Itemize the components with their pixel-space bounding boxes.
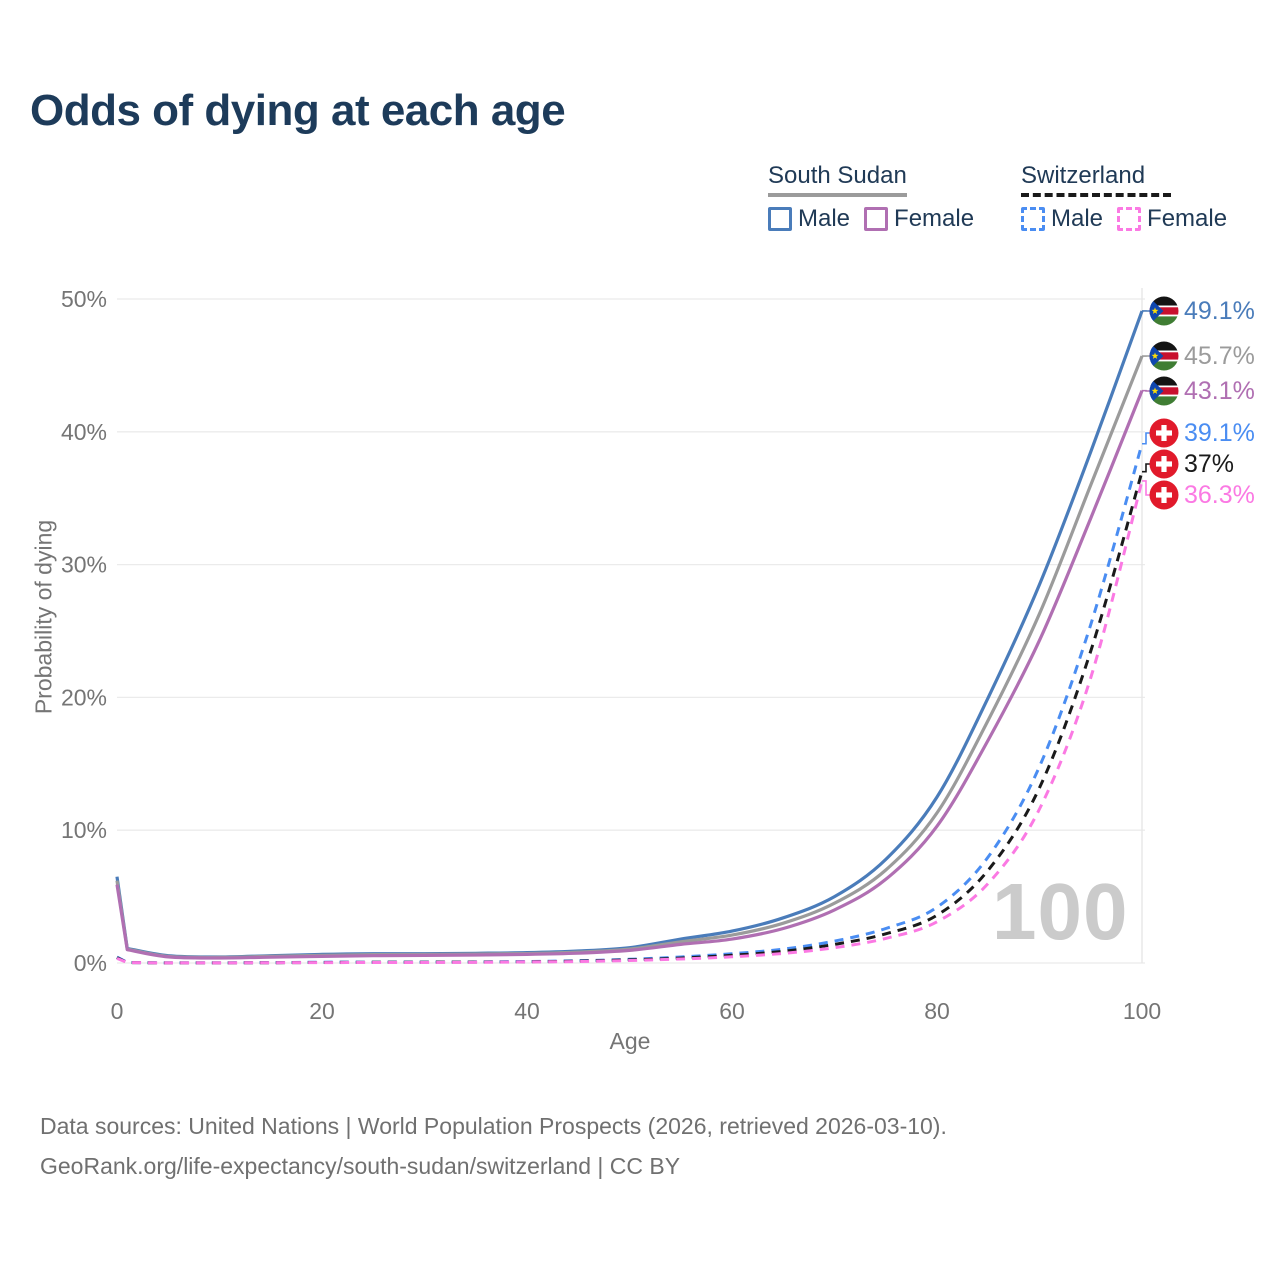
footer: Data sources: United Nations | World Pop… <box>40 1106 947 1186</box>
end-label-value: 37% <box>1184 449 1235 478</box>
legend-items-south-sudan: Male Female <box>768 205 974 233</box>
switzerland-flag-icon <box>1149 480 1179 510</box>
legend-header-switzerland: Switzerland <box>1021 162 1172 197</box>
end-label-value: 39.1% <box>1184 418 1255 447</box>
end-label-ch_female: 36.3% <box>1149 480 1255 510</box>
x-axis-label: Age <box>609 1028 651 1054</box>
legend-items-switzerland: Male Female <box>1021 205 1227 233</box>
legend-item-south-sudan-female[interactable]: Female <box>864 205 974 233</box>
y-tick-label: 0% <box>74 950 107 976</box>
x-tick-label: 40 <box>514 998 540 1024</box>
legend-label-south-sudan-female: Female <box>894 205 975 232</box>
series-line-ss_female <box>115 390 1144 960</box>
end-label-ch_both: 37% <box>1149 449 1234 479</box>
legend-swatch-south-sudan-female-icon <box>864 207 889 231</box>
end-label-ch_male: 39.1% <box>1149 418 1255 448</box>
end-label-connector-ch_female <box>1142 480 1150 496</box>
end-label-value: 36.3% <box>1184 480 1255 509</box>
end-label-value: 45.7% <box>1184 341 1255 370</box>
legend-group-south-sudan: South Sudan Male Female <box>768 162 974 233</box>
end-label-value: 49.1% <box>1184 296 1255 325</box>
legend-label-south-sudan-male: Male <box>798 205 851 232</box>
south-sudan-flag-icon <box>1149 376 1179 406</box>
x-tick-label: 100 <box>1123 998 1161 1024</box>
x-tick-label: 80 <box>924 998 950 1024</box>
legend-header-south-sudan: South Sudan <box>768 162 907 197</box>
end-label-connector-ch_male <box>1142 432 1150 445</box>
switzerland-flag-icon <box>1149 418 1179 448</box>
end-label-value: 43.1% <box>1184 376 1255 405</box>
y-axis-label: Probability of dying <box>30 519 57 715</box>
legend-group-switzerland: Switzerland Male Female <box>1021 162 1227 233</box>
end-label-connector-ch_both <box>1142 463 1150 473</box>
age-watermark: 100 <box>992 867 1129 956</box>
legend-label-switzerland-female: Female <box>1147 205 1228 232</box>
line-chart: 0% 10% 20% 30% 40% 50% 0 20 40 60 80 100 <box>61 286 1161 1024</box>
switzerland-flag-icon <box>1149 449 1179 479</box>
page-title: Odds of dying at each age <box>30 86 566 135</box>
legend-item-switzerland-female[interactable]: Female <box>1117 205 1227 233</box>
south-sudan-flag-icon <box>1149 296 1179 326</box>
series-line-ss_both <box>115 355 1144 960</box>
legend-swatch-south-sudan-male-icon <box>768 207 792 231</box>
footer-attribution: GeoRank.org/life-expectancy/south-sudan/… <box>40 1153 681 1179</box>
series-line-ch_female <box>116 480 1144 965</box>
y-tick-label: 50% <box>61 286 107 312</box>
x-tick-label: 20 <box>309 998 335 1024</box>
legend-swatch-switzerland-female-icon <box>1117 207 1142 231</box>
y-tick-label: 30% <box>61 552 107 578</box>
south-sudan-flag-icon <box>1149 341 1179 371</box>
legend-item-south-sudan-male[interactable]: Male <box>768 205 850 233</box>
end-label-ss_male: 49.1% <box>1149 296 1255 326</box>
end-label-ss_both: 45.7% <box>1149 341 1255 371</box>
footer-data-sources: Data sources: United Nations | World Pop… <box>40 1113 947 1139</box>
series-line-ss_male <box>115 310 1144 959</box>
y-tick-label: 20% <box>61 684 107 710</box>
y-tick-label: 10% <box>61 817 107 843</box>
y-tick-label: 40% <box>61 419 107 445</box>
x-tick-label: 60 <box>719 998 745 1024</box>
x-tick-label: 0 <box>111 998 124 1024</box>
legend-swatch-switzerland-male-icon <box>1021 207 1045 231</box>
legend-item-switzerland-male[interactable]: Male <box>1021 205 1103 233</box>
legend-label-switzerland-male: Male <box>1051 205 1104 232</box>
end-label-ss_female: 43.1% <box>1149 376 1255 406</box>
